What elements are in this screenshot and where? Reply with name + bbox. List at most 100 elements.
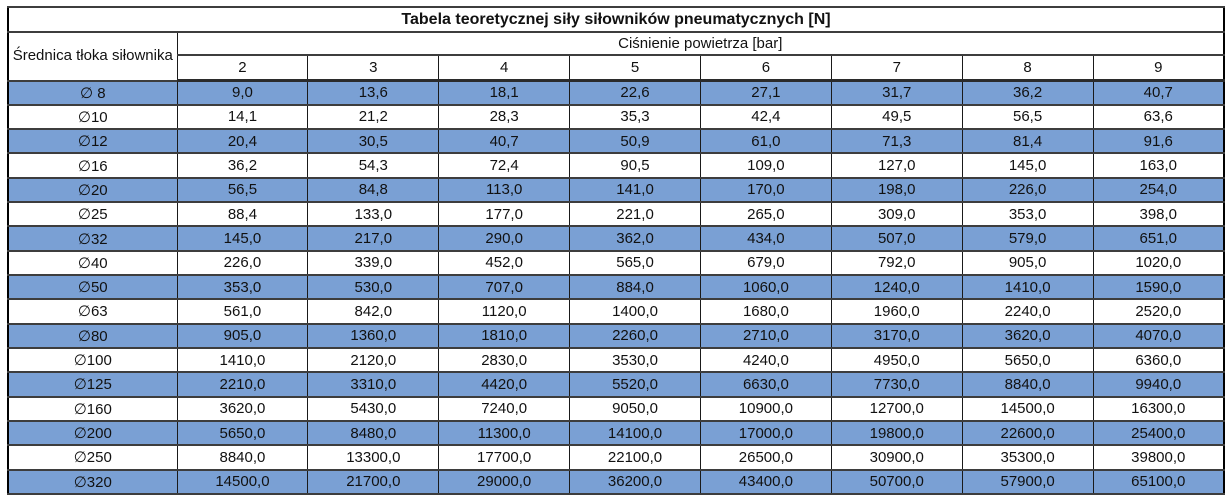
force-value-cell: 17700,0 <box>438 444 571 471</box>
force-value-cell: 14100,0 <box>569 419 701 447</box>
force-value-cell: 2830,0 <box>438 346 571 374</box>
force-value-cell: 579,0 <box>961 225 1094 252</box>
force-value-cell: 2260,0 <box>569 322 701 349</box>
force-value-cell: 9,0 <box>176 79 309 106</box>
force-value-cell: 1060,0 <box>699 273 832 301</box>
force-table: Tabela teoretycznej siły siłowników pneu… <box>7 6 1225 495</box>
group-header-row: Średnica tłoka siłownika Ciśnienie powie… <box>7 31 1225 82</box>
force-value-cell: 290,0 <box>438 225 571 252</box>
force-value-cell: 198,0 <box>830 176 963 204</box>
force-value-cell: 36,2 <box>961 79 1094 106</box>
force-value-cell: 25400,0 <box>1092 419 1225 447</box>
force-value-cell: 35300,0 <box>961 444 1094 471</box>
force-value-cell: 57900,0 <box>961 468 1094 495</box>
force-value-cell: 21700,0 <box>307 468 440 495</box>
force-value-cell: 905,0 <box>961 249 1094 277</box>
table-row: ∅32 145,0 217,0 290,0 362,0 434,0 507,0 579,0 65… <box>7 225 1225 252</box>
diameter-label: ∅25 <box>7 201 178 228</box>
force-value-cell: 3530,0 <box>569 346 701 374</box>
table-row: ∅63 561,0 842,0 1120,0 1400,0 1680,0 1960,0 224… <box>7 298 1225 325</box>
force-value-cell: 5430,0 <box>307 395 440 422</box>
force-value-cell: 81,4 <box>961 128 1094 155</box>
table-row: ∅25 88,4 133,0 177,0 221,0 265,0 309,0 353,0 398… <box>7 201 1225 228</box>
force-value-cell: 5520,0 <box>569 371 701 398</box>
force-value-cell: 22100,0 <box>569 444 701 471</box>
pressure-header-cell: 9 <box>1092 54 1225 82</box>
force-value-cell: 10900,0 <box>699 395 832 422</box>
force-value-cell: 30900,0 <box>830 444 963 471</box>
force-value-cell: 127,0 <box>830 152 963 179</box>
force-value-cell: 4240,0 <box>699 346 832 374</box>
force-value-cell: 353,0 <box>176 273 309 301</box>
diameter-label: ∅320 <box>7 468 178 495</box>
table-row: ∅40 226,0 339,0 452,0 565,0 679,0 792,0 905,0 10… <box>7 249 1225 277</box>
diameter-label: ∅125 <box>7 371 178 398</box>
force-value-cell: 3620,0 <box>176 395 309 422</box>
force-value-cell: 27,1 <box>699 79 832 106</box>
force-value-cell: 561,0 <box>176 298 309 325</box>
table-row: ∅50 353,0 530,0 707,0 884,0 1060,0 1240,0 1410,… <box>7 273 1225 301</box>
force-value-cell: 1410,0 <box>176 346 309 374</box>
force-value-cell: 8480,0 <box>307 419 440 447</box>
force-value-cell: 226,0 <box>961 176 1094 204</box>
force-value-cell: 884,0 <box>569 273 701 301</box>
force-value-cell: 265,0 <box>699 201 832 228</box>
force-value-cell: 22,6 <box>569 79 701 106</box>
table-row: ∅160 3620,0 5430,0 7240,0 9050,0 10900,0 12700… <box>7 395 1225 422</box>
force-value-cell: 507,0 <box>830 225 963 252</box>
table-header: Tabela teoretycznej siły siłowników pneu… <box>7 6 1225 82</box>
force-value-cell: 113,0 <box>438 176 571 204</box>
force-value-cell: 14500,0 <box>961 395 1094 422</box>
force-value-cell: 905,0 <box>176 322 309 349</box>
table-row: ∅20 56,5 84,8 113,0 141,0 170,0 198,0 226,0 254,… <box>7 176 1225 204</box>
force-value-cell: 71,3 <box>830 128 963 155</box>
force-value-cell: 61,0 <box>699 128 832 155</box>
force-value-cell: 145,0 <box>176 225 309 252</box>
diameter-label: ∅40 <box>7 249 178 277</box>
force-value-cell: 6630,0 <box>699 371 832 398</box>
force-value-cell: 2520,0 <box>1092 298 1225 325</box>
table-body: ∅ 8 9,0 13,6 18,1 22,6 27,1 31,7 36,2 40,7 ∅10 14,… <box>7 79 1225 495</box>
force-value-cell: 309,0 <box>830 201 963 228</box>
force-value-cell: 12700,0 <box>830 395 963 422</box>
force-value-cell: 1680,0 <box>699 298 832 325</box>
pressure-header-cell: 7 <box>830 54 963 82</box>
force-value-cell: 434,0 <box>699 225 832 252</box>
force-value-cell: 530,0 <box>307 273 440 301</box>
force-value-cell: 226,0 <box>176 249 309 277</box>
diameter-label: ∅160 <box>7 395 178 422</box>
force-value-cell: 16300,0 <box>1092 395 1225 422</box>
diameter-label: ∅63 <box>7 298 178 325</box>
force-value-cell: 651,0 <box>1092 225 1225 252</box>
diameter-label: ∅200 <box>7 419 178 447</box>
force-value-cell: 8840,0 <box>961 371 1094 398</box>
force-value-cell: 88,4 <box>176 201 309 228</box>
pressure-header-cell: 3 <box>307 54 440 82</box>
diameter-label: ∅32 <box>7 225 178 252</box>
force-value-cell: 7730,0 <box>830 371 963 398</box>
force-value-cell: 36200,0 <box>569 468 701 495</box>
force-value-cell: 19800,0 <box>830 419 963 447</box>
force-value-cell: 40,7 <box>1092 79 1225 106</box>
force-value-cell: 91,6 <box>1092 128 1225 155</box>
force-value-cell: 2240,0 <box>961 298 1094 325</box>
title-row: Tabela teoretycznej siły siłowników pneu… <box>7 6 1225 33</box>
pressure-group-header: Ciśnienie powietrza [bar] <box>176 31 1225 56</box>
force-value-cell: 842,0 <box>307 298 440 325</box>
force-value-cell: 9940,0 <box>1092 371 1225 398</box>
table-row: ∅ 8 9,0 13,6 18,1 22,6 27,1 31,7 36,2 40,7 <box>7 79 1225 106</box>
force-value-cell: 4070,0 <box>1092 322 1225 349</box>
force-value-cell: 5650,0 <box>961 346 1094 374</box>
force-value-cell: 170,0 <box>699 176 832 204</box>
force-value-cell: 18,1 <box>438 79 571 106</box>
table-row: ∅16 36,2 54,3 72,4 90,5 109,0 127,0 145,0 163,0 <box>7 152 1225 179</box>
force-value-cell: 13,6 <box>307 79 440 106</box>
diameter-label: ∅80 <box>7 322 178 349</box>
table-row: ∅320 14500,0 21700,0 29000,0 36200,0 43400,0 5… <box>7 468 1225 495</box>
force-value-cell: 35,3 <box>569 103 701 131</box>
diameter-label: ∅20 <box>7 176 178 204</box>
diameter-label: ∅250 <box>7 444 178 471</box>
force-value-cell: 3620,0 <box>961 322 1094 349</box>
diameter-label: ∅50 <box>7 273 178 301</box>
